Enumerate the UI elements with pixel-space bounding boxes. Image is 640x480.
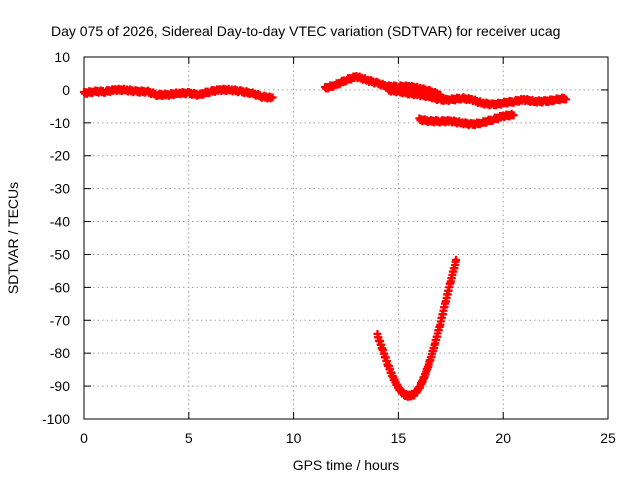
y-tick-label: -60 [50, 279, 70, 295]
x-tick-label: 5 [185, 430, 193, 446]
y-tick-label: -40 [50, 214, 70, 230]
series-arc-5 [373, 255, 461, 401]
data-point [509, 111, 518, 120]
y-tick-label: 10 [54, 49, 70, 65]
y-tick-labels: 10 0 -10 -20 -30 -40 -50 -60 -70 -80 -90 -100 [42, 49, 70, 427]
x-axis-label: GPS time / hours [293, 457, 400, 473]
chart-title: Day 075 of 2026, Sidereal Day-to-day VTE… [51, 23, 560, 39]
series-arc-3 [383, 84, 571, 110]
grid-lines [84, 57, 608, 419]
y-tick-label: -80 [50, 345, 70, 361]
x-tick-label: 20 [495, 430, 511, 446]
plot-frame [83, 56, 609, 420]
data-points [80, 72, 571, 401]
x-tick-labels: 0 5 10 15 20 25 [80, 430, 616, 446]
x-tick-label: 10 [286, 430, 302, 446]
x-tick-label: 15 [391, 430, 407, 446]
y-tick-label: -30 [50, 181, 70, 197]
y-tick-label: -70 [50, 312, 70, 328]
data-point [452, 255, 461, 264]
y-tick-label: -100 [42, 411, 70, 427]
y-tick-label: -90 [50, 378, 70, 394]
series-arc-4 [415, 109, 518, 130]
y-tick-label: -50 [50, 246, 70, 262]
x-tick-label: 0 [80, 430, 88, 446]
y-tick-label: 0 [62, 82, 70, 98]
data-point [268, 93, 277, 102]
y-tick-label: -10 [50, 115, 70, 131]
data-point [562, 95, 571, 104]
axis-ticks [83, 56, 609, 420]
y-axis-label: SDTVAR / TECUs [5, 182, 21, 294]
series-arc-1 [80, 84, 277, 103]
y-tick-label: -20 [50, 148, 70, 164]
x-tick-label: 25 [600, 430, 616, 446]
